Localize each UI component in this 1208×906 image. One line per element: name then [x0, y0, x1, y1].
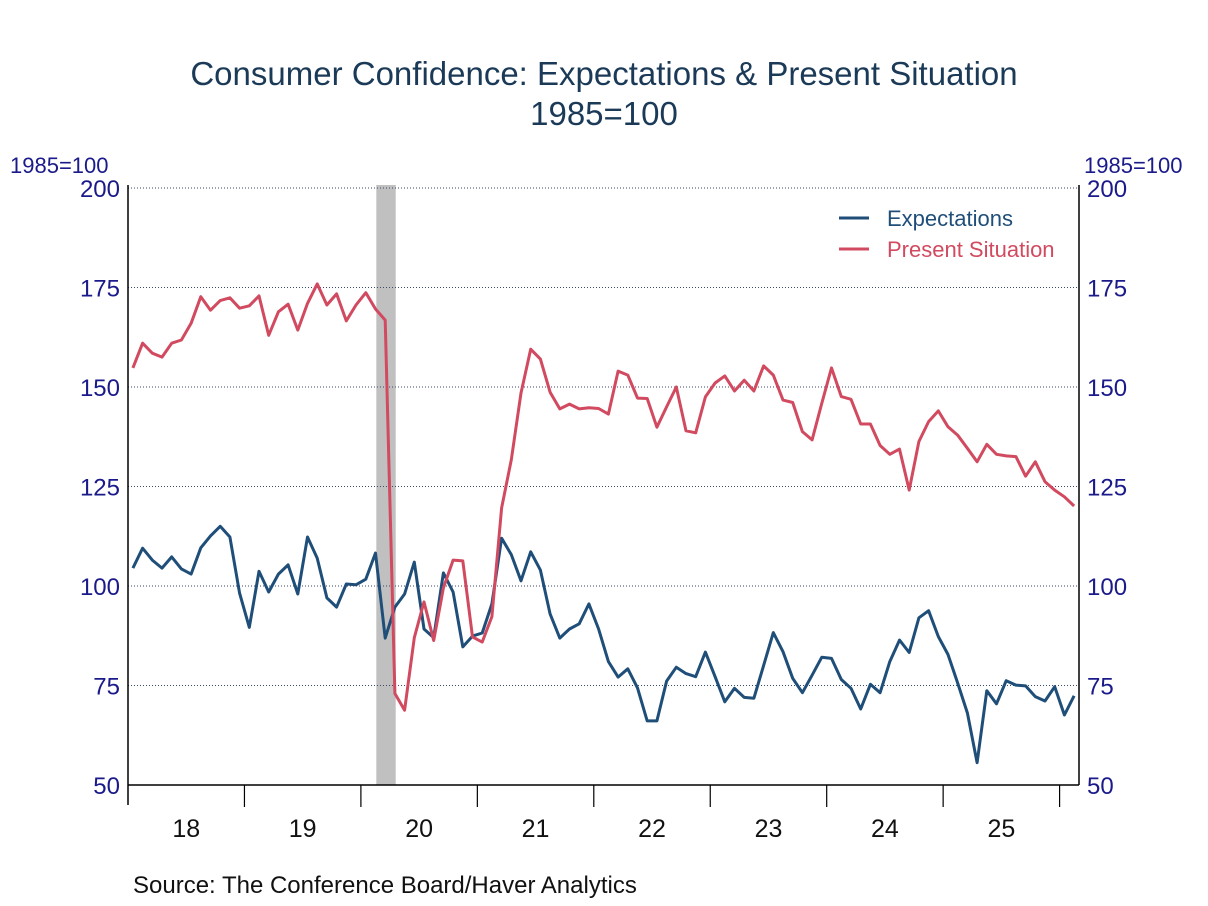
y-tick-label-right: 100	[1087, 574, 1127, 601]
x-tick-label: 25	[987, 815, 1015, 843]
right-axis-unit-label: 1985=100	[1084, 153, 1183, 178]
y-tick-label-right: 75	[1087, 674, 1114, 701]
x-tick-label: 22	[638, 815, 666, 843]
legend-label: Expectations	[887, 206, 1013, 231]
series-line-expectations	[131, 524, 1076, 765]
y-tick-label-right: 175	[1087, 276, 1127, 303]
y-tick-label-left: 50	[93, 773, 120, 800]
x-tick-label: 24	[871, 815, 899, 843]
chart-subtitle: 1985=100	[530, 95, 678, 132]
left-axis-unit-label: 1985=100	[10, 153, 109, 178]
y-tick-label-left: 150	[80, 375, 120, 402]
x-tick-label: 18	[172, 815, 200, 843]
y-tick-label-right: 200	[1087, 176, 1127, 203]
x-tick-label: 20	[405, 815, 433, 843]
y-tick-label-left: 100	[80, 574, 120, 601]
y-tick-label-left: 175	[80, 276, 120, 303]
y-tick-label-left: 75	[93, 674, 120, 701]
series-line-present-situation	[131, 282, 1076, 712]
chart-title: Consumer Confidence: Expectations & Pres…	[190, 55, 1018, 92]
recession-shading	[376, 185, 396, 785]
y-tick-label-left: 125	[80, 475, 120, 502]
y-tick-label-right: 125	[1087, 475, 1127, 502]
y-tick-label-right: 150	[1087, 375, 1127, 402]
source-note: Source: The Conference Board/Haver Analy…	[133, 872, 637, 899]
legend-label: Present Situation	[887, 237, 1055, 262]
x-tick-label: 19	[289, 815, 317, 843]
x-tick-label: 23	[755, 815, 783, 843]
y-tick-label-left: 200	[80, 176, 120, 203]
y-tick-label-right: 50	[1087, 773, 1114, 800]
x-tick-label: 21	[522, 815, 550, 843]
